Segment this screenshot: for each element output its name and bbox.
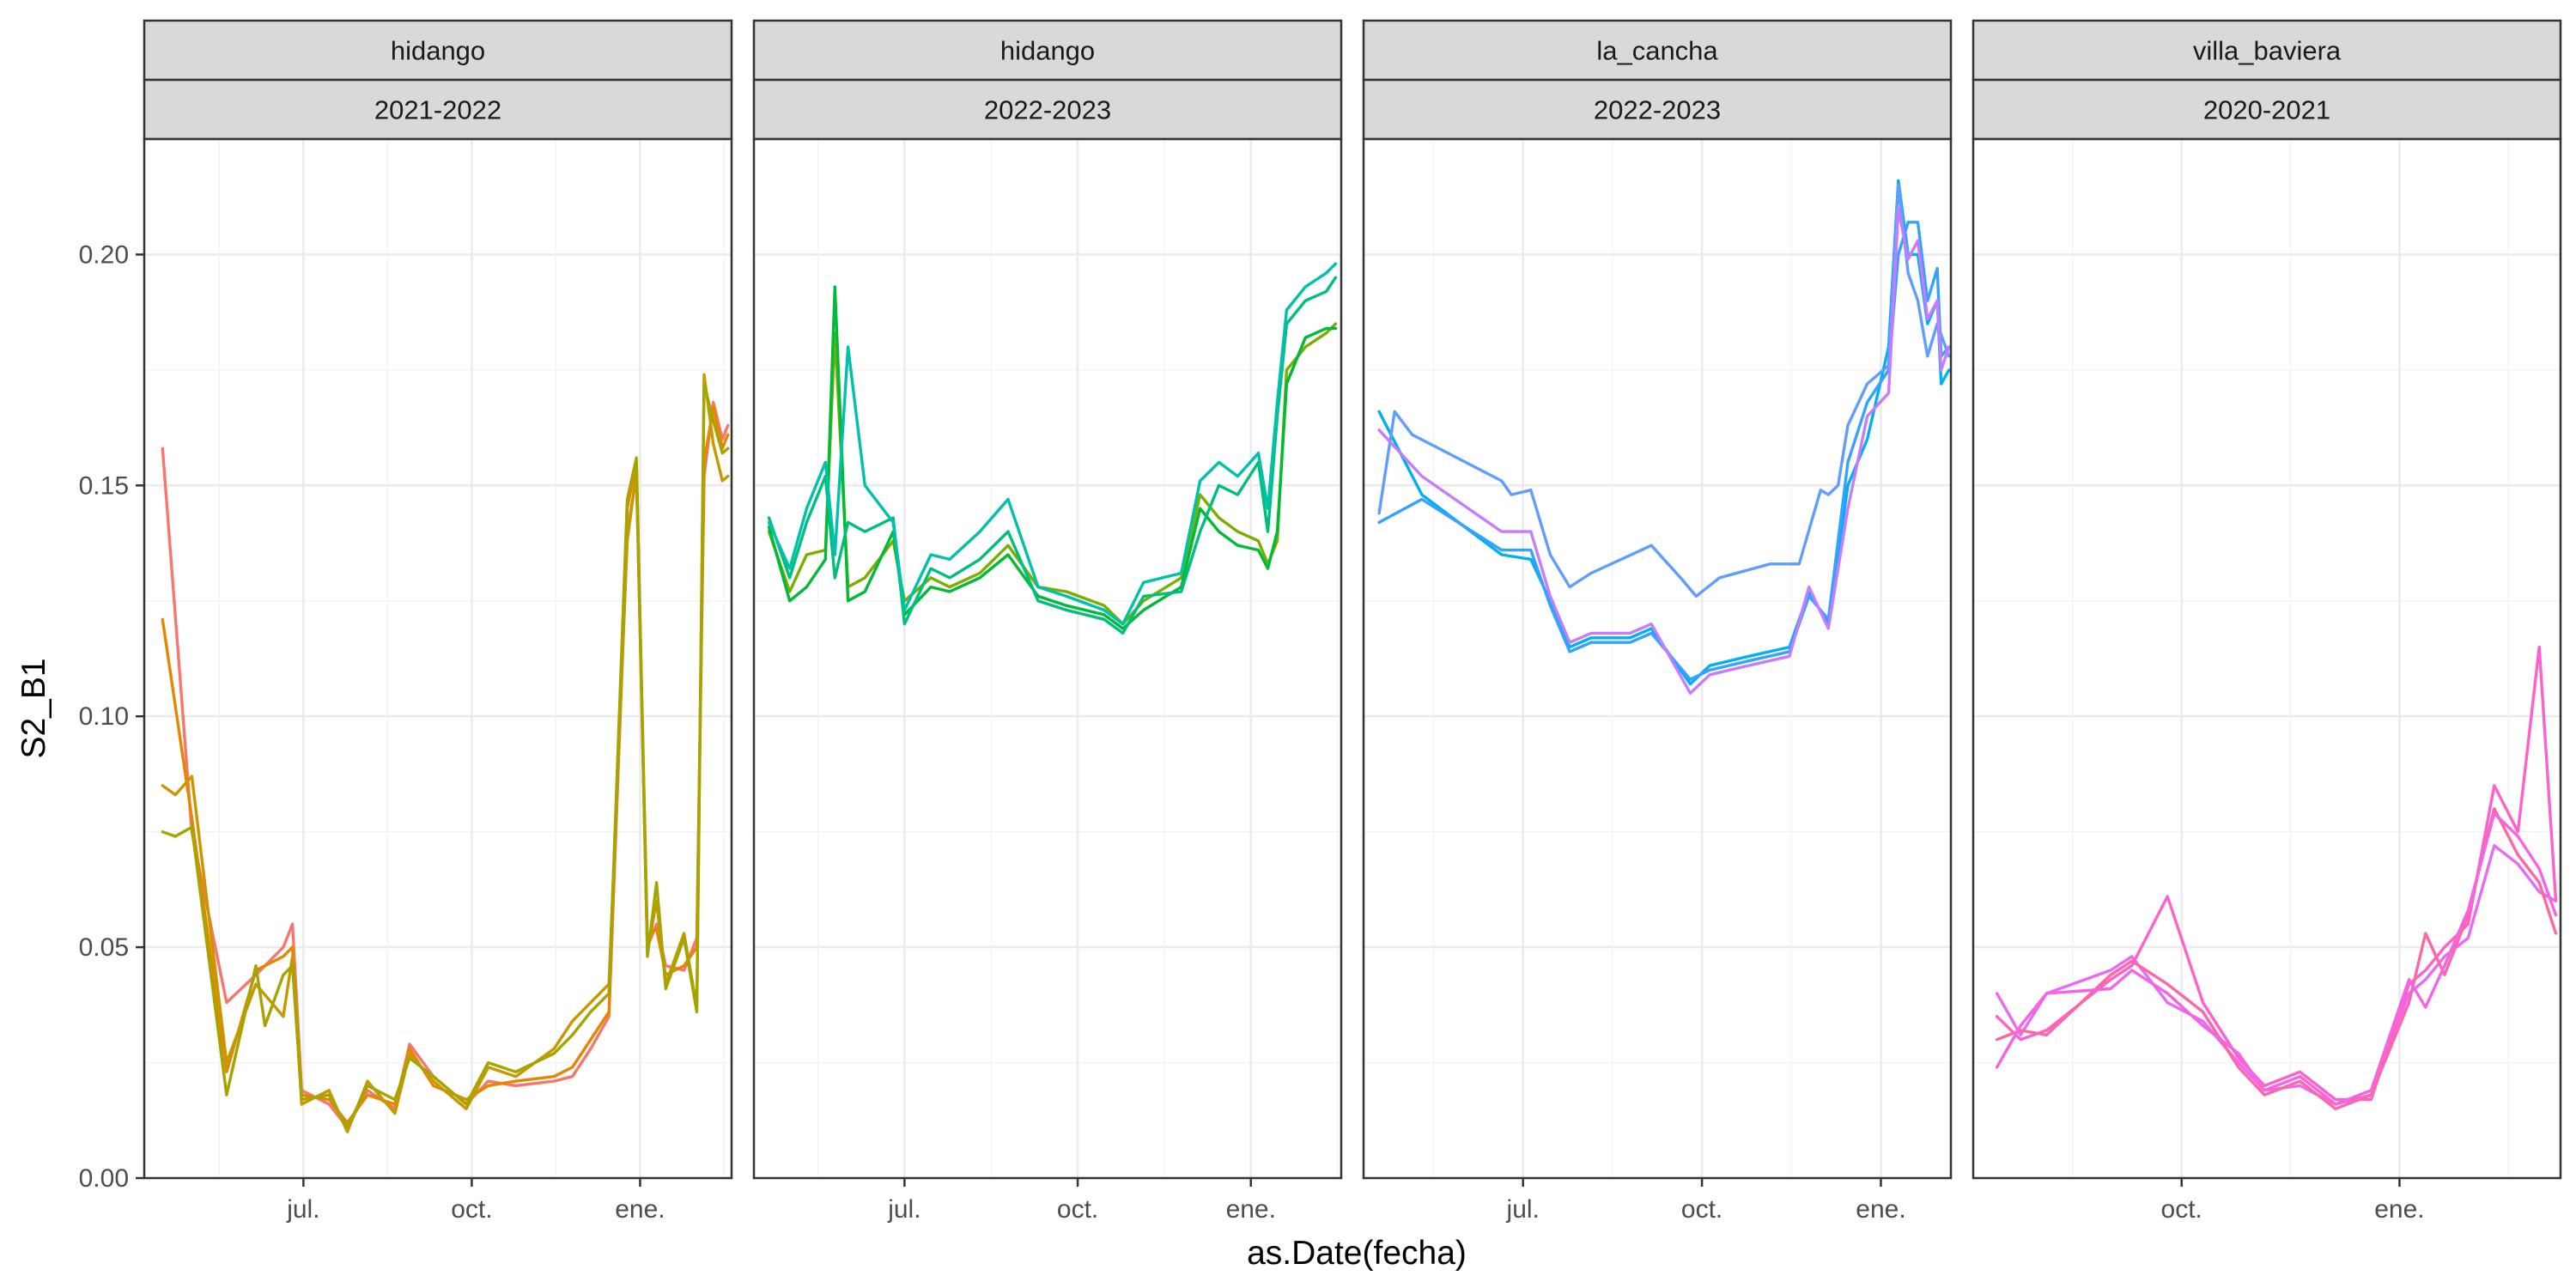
panel-la_cancha-2022-2023: la_cancha 2022-2023 jul. oct. ene. xyxy=(1362,19,1953,1224)
strip-site-label: hidango xyxy=(391,36,485,66)
strip-season-label: 2022-2023 xyxy=(984,95,1111,125)
y-tick-label: 0.05 xyxy=(79,933,129,962)
x-tick-label: ene. xyxy=(2374,1195,2424,1224)
strip-site-label: villa_baviera xyxy=(2193,36,2342,66)
series-line-1 xyxy=(1377,179,1951,686)
strip-season xyxy=(752,78,1343,141)
series-line-1 xyxy=(161,400,730,1129)
strip-site-label: hidango xyxy=(1000,36,1095,66)
x-tick-label: jul. xyxy=(286,1195,319,1224)
x-tick-label: ene. xyxy=(1856,1195,1905,1224)
series-line-2 xyxy=(767,285,1338,630)
strip-site xyxy=(1362,19,1953,82)
panel-border xyxy=(752,137,1343,1180)
plot-background xyxy=(144,139,732,1178)
strip-season xyxy=(1362,78,1953,141)
series-line-4 xyxy=(1377,207,1951,695)
panel-border xyxy=(1971,137,2562,1180)
panels-layer: 0.00 0.05 0.10 0.15 0.20 hidango 2021-2022 jul.… xyxy=(79,19,2562,1224)
panel-hidango-2022-2023: hidango 2022-2023 jul. oct. ene. xyxy=(752,19,1343,1224)
panel-villa_baviera-2020-2021: villa_baviera 2020-2021 oct. ene. xyxy=(1971,19,2562,1224)
strip-season-label: 2022-2023 xyxy=(1594,95,1721,125)
strip-site xyxy=(1971,19,2562,82)
y-tick-label: 0.15 xyxy=(79,471,129,500)
x-axis-title: as.Date(fecha) xyxy=(1247,1235,1467,1272)
series-line-2 xyxy=(161,405,730,1125)
strip-season xyxy=(1971,78,2562,141)
series-line-2 xyxy=(1995,645,2558,1102)
panel-border xyxy=(1362,137,1953,1180)
panel-hidango-2021-2022: hidango 2021-2022 jul. oct. ene. xyxy=(143,19,733,1224)
strip-season-label: 2021-2022 xyxy=(374,95,501,125)
series-line-4 xyxy=(1995,811,2558,1106)
series-line-4 xyxy=(161,382,730,1129)
x-tick-label: oct. xyxy=(1057,1195,1098,1224)
x-tick-label: ene. xyxy=(1226,1195,1276,1224)
y-tick-label: 0.00 xyxy=(79,1164,129,1193)
x-tick-label: oct. xyxy=(451,1195,492,1224)
y-tick-label: 0.20 xyxy=(79,240,129,269)
plot-background xyxy=(754,139,1341,1178)
plot-background xyxy=(1973,139,2561,1178)
plot-background xyxy=(1364,139,1951,1178)
x-tick-label: ene. xyxy=(615,1195,665,1224)
series-line-3 xyxy=(161,373,730,1133)
series-line-4 xyxy=(767,262,1338,626)
x-tick-label: oct. xyxy=(2161,1195,2202,1224)
strip-site xyxy=(752,19,1343,82)
strip-season-label: 2020-2021 xyxy=(2203,95,2330,125)
x-tick-label: oct. xyxy=(1681,1195,1722,1224)
series-line-3 xyxy=(767,276,1338,635)
panel-border xyxy=(143,137,733,1180)
y-tick-label: 0.10 xyxy=(79,702,129,731)
x-tick-label: jul. xyxy=(1506,1195,1540,1224)
y-axis-title: S2_B1 xyxy=(15,658,52,758)
x-tick-label: jul. xyxy=(887,1195,920,1224)
strip-site xyxy=(143,19,733,82)
strip-site-label: la_cancha xyxy=(1596,36,1718,66)
